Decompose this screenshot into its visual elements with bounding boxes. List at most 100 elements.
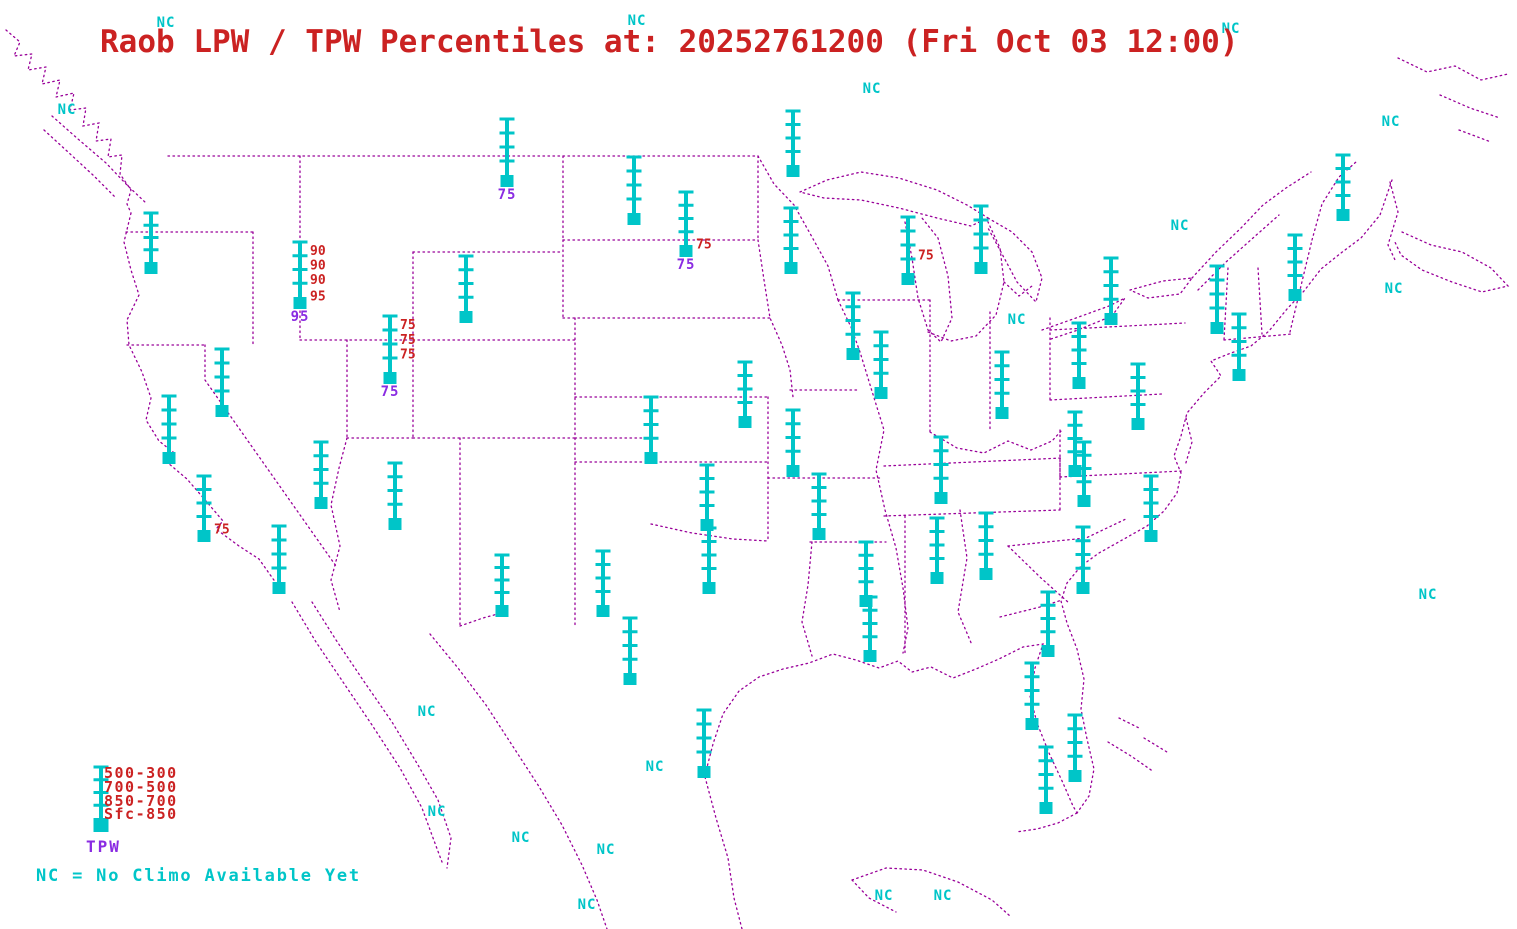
station-square xyxy=(974,262,988,274)
station-square xyxy=(784,262,798,274)
station-square xyxy=(1232,369,1246,381)
station-square xyxy=(596,605,610,617)
station-square xyxy=(272,582,286,594)
station-marker xyxy=(699,463,715,531)
station-marker xyxy=(978,511,994,580)
tpw-percentile-label: 75 xyxy=(677,257,696,273)
station-square xyxy=(846,348,860,360)
station-marker xyxy=(1103,256,1119,325)
station-marker xyxy=(737,360,753,428)
legend-layer-700-500: 700-500 xyxy=(104,777,178,796)
legend-layer-sfc-850: Sfc-850 xyxy=(104,805,178,824)
layer-percentile-label: 75 xyxy=(696,238,712,253)
station-marker xyxy=(1143,474,1159,542)
station-marker xyxy=(785,109,801,177)
layer-percentile-label: 75 xyxy=(400,348,416,363)
station-marker xyxy=(811,472,827,540)
layer-percentile-label: 75 xyxy=(400,333,416,348)
station-marker xyxy=(862,595,878,662)
station-marker xyxy=(494,553,510,617)
station-marker xyxy=(1075,525,1091,594)
nc-label: NC xyxy=(1008,312,1027,328)
station-square xyxy=(627,213,641,225)
legend-layer-labels: 500-300 700-500 850-700 Sfc-850 xyxy=(104,764,178,824)
station-square xyxy=(1076,582,1090,594)
station-marker xyxy=(622,616,638,685)
layer-percentile-label: 90 xyxy=(310,259,326,274)
station-square xyxy=(901,273,915,285)
station-square xyxy=(1072,377,1086,389)
station-square xyxy=(1025,718,1039,730)
station-marker xyxy=(643,395,659,464)
station-square xyxy=(162,452,176,464)
station-marker xyxy=(785,408,801,477)
station-square xyxy=(293,297,307,309)
nc-label: NC xyxy=(157,15,176,31)
station-square xyxy=(1039,802,1053,814)
station-square xyxy=(1068,770,1082,782)
layer-percentile-label: 95 xyxy=(310,290,326,305)
station-marker xyxy=(1287,233,1303,301)
tpw-percentile-label: 95 xyxy=(291,309,310,325)
nc-label: NC xyxy=(863,81,882,97)
map-outlines xyxy=(5,29,1510,929)
station-square xyxy=(144,262,158,274)
station-square xyxy=(215,405,229,417)
station-marker: 75 xyxy=(900,215,934,285)
station-square xyxy=(697,766,711,778)
station-marker xyxy=(458,254,474,323)
station-marker xyxy=(1024,661,1040,730)
station-square xyxy=(1144,530,1158,542)
station-marker xyxy=(161,394,177,464)
station-square xyxy=(623,673,637,685)
layer-percentile-label: 75 xyxy=(214,523,230,538)
nc-label: NC xyxy=(646,759,665,775)
station-square xyxy=(786,165,800,177)
station-square xyxy=(1288,289,1302,301)
layer-percentile-label: 90 xyxy=(310,244,326,259)
layer-percentile-label: 90 xyxy=(310,273,326,288)
station-marker xyxy=(313,440,329,509)
station-marker xyxy=(387,461,403,530)
legend-glyph xyxy=(93,765,109,832)
station-marker xyxy=(143,211,159,274)
legend-layer-500-300: 500-300 xyxy=(104,764,178,782)
station-square xyxy=(1336,209,1350,221)
layer-percentile-label: 75 xyxy=(400,318,416,333)
stations-layer: 7575757590909095957575757575NCNCNCNCNCNC… xyxy=(58,13,1437,913)
legend-layer-850-700: 850-700 xyxy=(104,791,178,810)
station-square xyxy=(495,605,509,617)
nc-label: NC xyxy=(1222,21,1241,37)
nc-label: NC xyxy=(58,102,77,118)
nc-label: NC xyxy=(1382,114,1401,130)
page-title: Raob LPW / TPW Percentiles at: 202527612… xyxy=(100,24,1239,60)
station-square xyxy=(995,407,1009,419)
station-square xyxy=(1131,418,1145,430)
station-marker xyxy=(783,206,799,274)
station-marker xyxy=(929,516,945,584)
station-marker xyxy=(696,708,712,778)
station-square xyxy=(314,497,328,509)
station-square xyxy=(702,582,716,594)
station-square xyxy=(863,650,877,662)
station-marker xyxy=(1076,440,1092,507)
station-square xyxy=(197,530,211,542)
nc-label: NC xyxy=(875,888,894,904)
tpw-percentile-label: 75 xyxy=(498,187,517,203)
station-marker xyxy=(1040,590,1056,657)
nc-label: NC xyxy=(1385,281,1404,297)
nc-legend-note: NC = No Climo Available Yet xyxy=(36,866,361,886)
station-marker xyxy=(973,204,989,274)
station-marker xyxy=(214,347,230,417)
station-marker xyxy=(1209,264,1225,334)
station-square xyxy=(738,416,752,428)
station-square xyxy=(679,245,693,257)
station-marker xyxy=(1038,745,1054,814)
station-marker xyxy=(873,330,889,399)
nc-label: NC xyxy=(418,704,437,720)
nc-label: NC xyxy=(934,888,953,904)
station-square xyxy=(459,311,473,323)
